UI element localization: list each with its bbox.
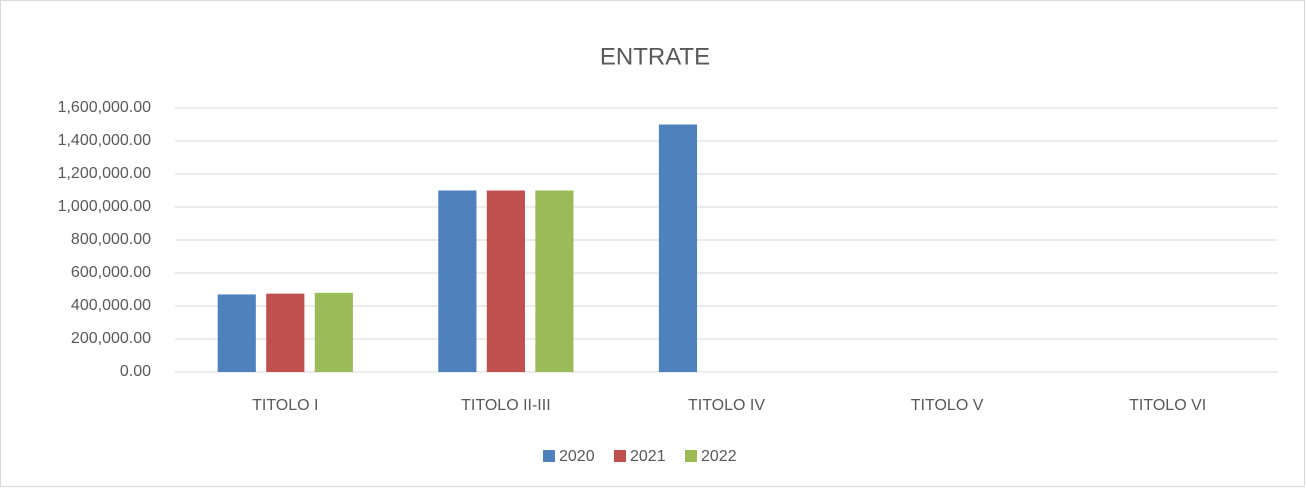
- x-tick-label: TITOLO V: [911, 397, 984, 414]
- bar: [438, 190, 477, 372]
- legend-swatch: [614, 450, 626, 462]
- legend-swatch: [543, 450, 555, 462]
- bar: [486, 190, 525, 372]
- x-tick-label: TITOLO I: [252, 397, 318, 414]
- bar: [266, 293, 305, 372]
- legend-swatch: [685, 450, 697, 462]
- chart-title: ENTRATE: [600, 43, 710, 70]
- y-tick-label: 1,600,000.00: [58, 99, 152, 116]
- y-tick-label: 400,000.00: [71, 297, 151, 314]
- y-tick-label: 0.00: [120, 363, 151, 380]
- y-tick-label: 600,000.00: [71, 264, 151, 281]
- y-tick-label: 200,000.00: [71, 330, 151, 347]
- legend-label: 2022: [701, 448, 737, 465]
- legend-label: 2020: [559, 448, 595, 465]
- y-tick-label: 800,000.00: [71, 231, 151, 248]
- x-tick-label: TITOLO IV: [688, 397, 765, 414]
- x-tick-label: TITOLO VI: [1129, 397, 1206, 414]
- x-tick-label: TITOLO II-III: [461, 397, 551, 414]
- y-tick-label: 1,400,000.00: [58, 132, 152, 149]
- bar: [217, 294, 256, 372]
- legend-label: 2021: [630, 448, 666, 465]
- bar: [314, 292, 353, 372]
- bar: [658, 124, 698, 372]
- y-tick-label: 1,000,000.00: [58, 198, 152, 215]
- y-tick-label: 1,200,000.00: [58, 165, 152, 182]
- bar: [535, 190, 574, 372]
